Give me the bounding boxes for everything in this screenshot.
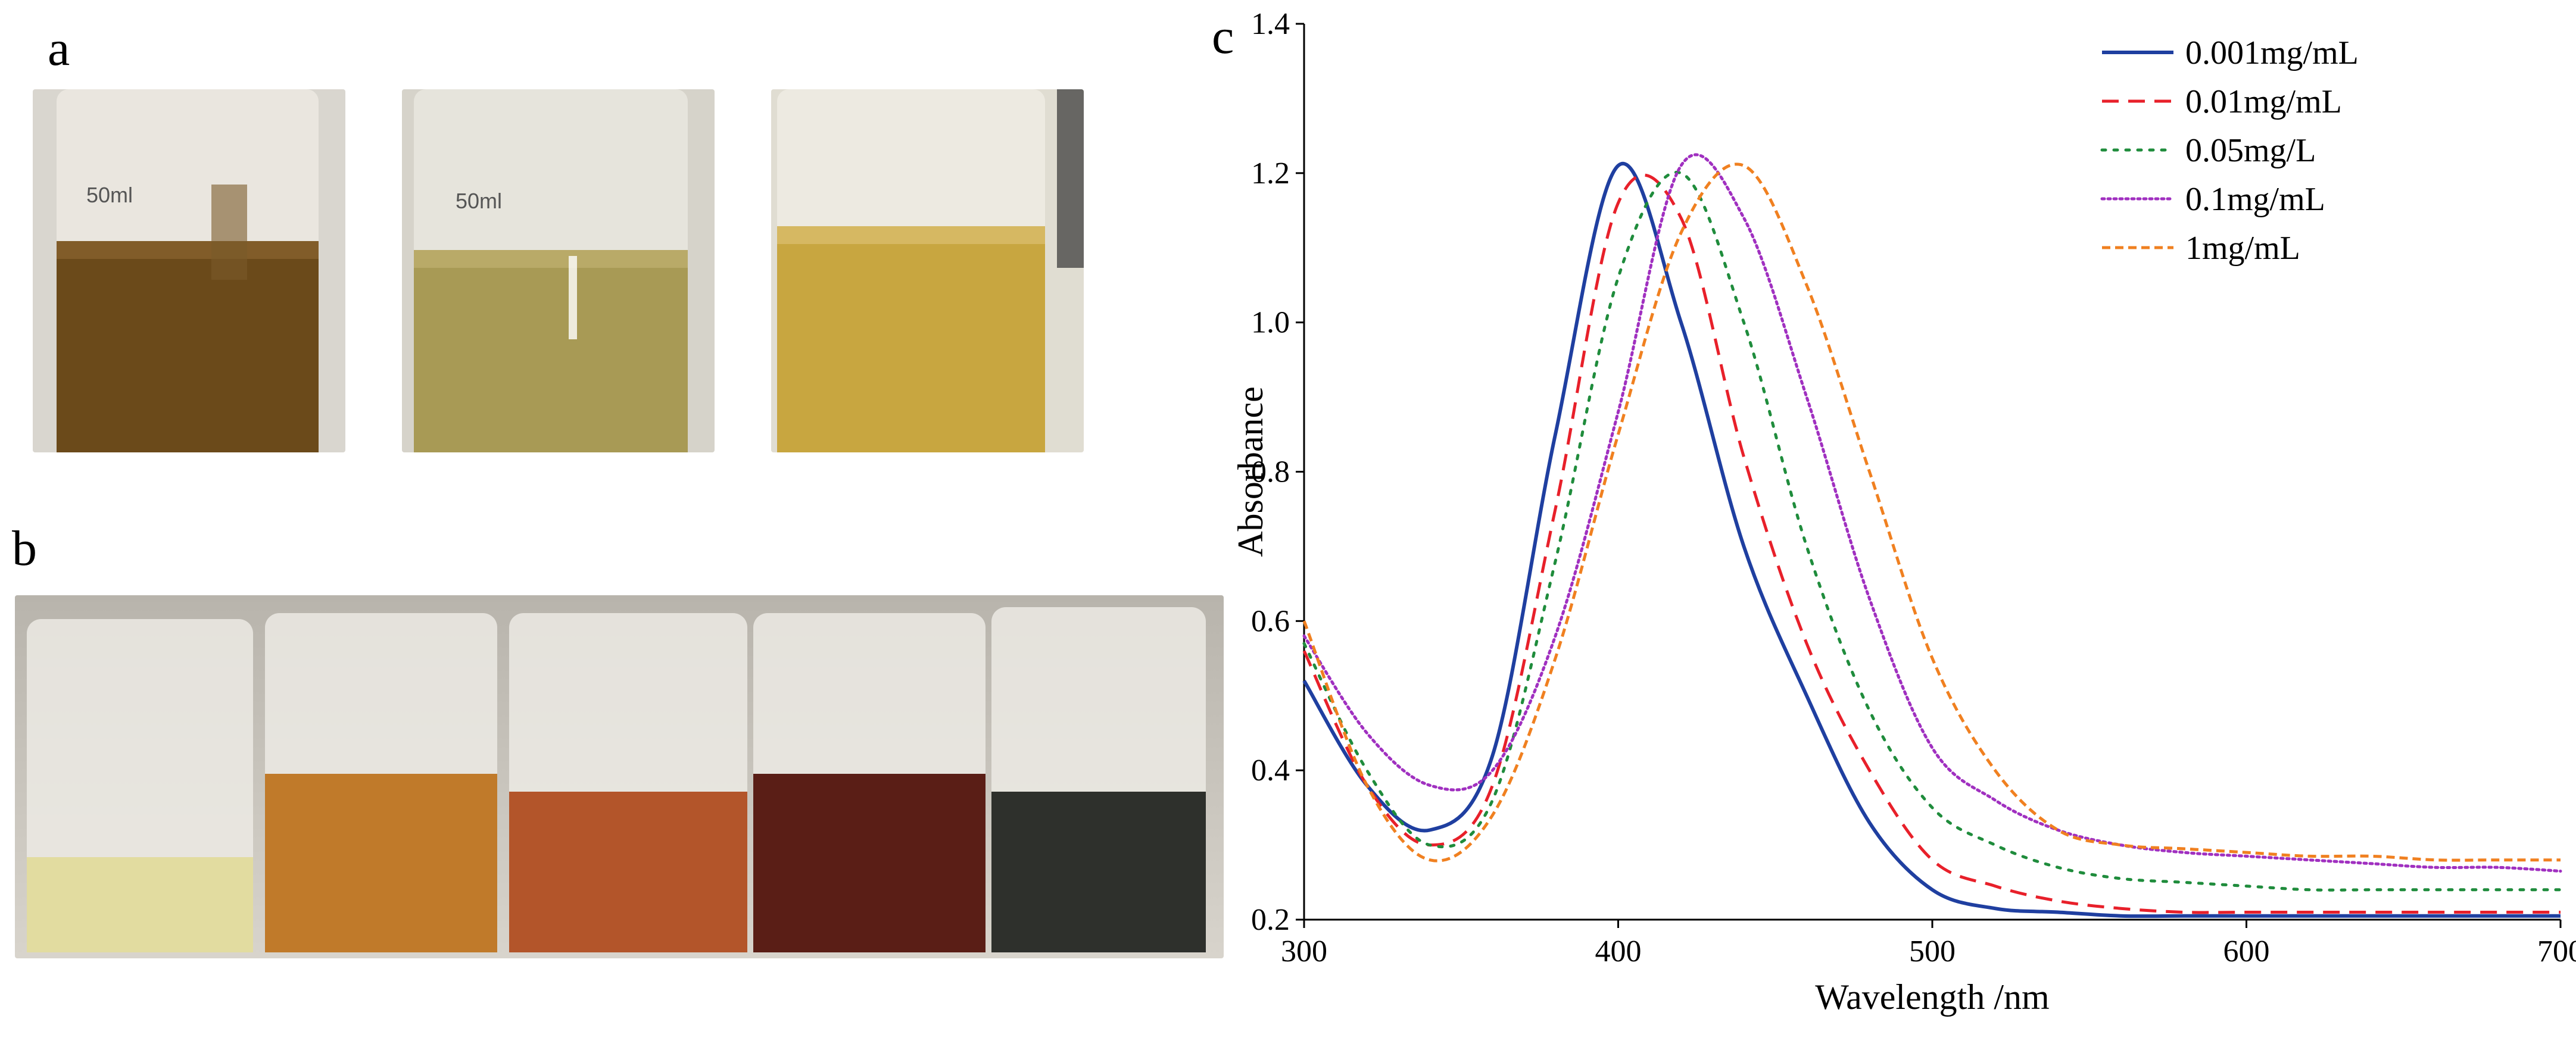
beaker-b-5 (991, 607, 1206, 952)
beakers-b (15, 595, 1224, 958)
x-axis-title: Wavelength /nm (1815, 977, 2049, 1017)
beaker-a-2: 50ml (402, 89, 715, 452)
series-line-2 (1302, 173, 2561, 914)
y-tick-label: 0.6 (1251, 604, 1290, 638)
series-line-5 (1302, 162, 2561, 862)
svg-text:50ml: 50ml (86, 183, 133, 207)
legend-label-3: 0.05mg/L (2185, 132, 2316, 169)
series-line-1 (1302, 162, 2561, 918)
beaker-b-4 (753, 613, 986, 952)
y-tick-label: 0.8 (1251, 455, 1290, 489)
y-tick-label: 0.2 (1251, 903, 1290, 937)
panel-label-a: a (48, 21, 70, 76)
beaker-b-3 (509, 613, 747, 952)
y-axis-title: Absorbance (1231, 386, 1270, 557)
legend-label-1: 0.001mg/mL (2185, 35, 2359, 71)
x-tick-label: 400 (1595, 935, 1642, 968)
y-tick-label: 0.4 (1251, 754, 1290, 788)
beaker-b-1 (27, 619, 253, 952)
photo-a-3 (771, 89, 1084, 452)
series-lines (1302, 153, 2562, 918)
legend: 0.001mg/mL 0.01mg/mL 0.05mg/L 0.1mg/mL 1mg/m… (2100, 35, 2359, 267)
x-tick-label: 600 (2223, 935, 2270, 968)
series-line-3 (1302, 171, 2562, 892)
panel-label-b: b (12, 521, 37, 576)
photo-b (15, 595, 1224, 958)
legend-label-5: 1mg/mL (2185, 230, 2300, 267)
axes: 0.2 0.4 0.6 0.8 1.0 1.2 1.4 300 400 500 600 700 (1251, 7, 2576, 968)
x-tick-label: 700 (2537, 935, 2576, 968)
legend-label-4: 0.1mg/mL (2185, 181, 2325, 218)
beaker-a-3 (771, 89, 1084, 452)
series-line-4 (1302, 153, 2562, 873)
x-tick-label: 500 (1909, 935, 1956, 968)
x-tick-label: 300 (1281, 935, 1327, 968)
y-tick-label: 1.2 (1251, 157, 1290, 190)
y-tick-label: 1.0 (1251, 306, 1290, 340)
photo-a-2: 50ml (402, 89, 715, 452)
beaker-a-1: 50ml (33, 89, 345, 452)
legend-label-2: 0.01mg/mL (2185, 83, 2342, 120)
beaker-b-2 (265, 613, 497, 952)
photo-a-1: 50ml (33, 89, 345, 452)
absorbance-chart: 0.2 0.4 0.6 0.8 1.0 1.2 1.4 300 400 500 600 700 0.0… (1231, 7, 2576, 1017)
panel-label-c: c (1212, 9, 1234, 64)
y-tick-label: 1.4 (1251, 7, 1290, 41)
svg-text:50ml: 50ml (456, 189, 502, 213)
